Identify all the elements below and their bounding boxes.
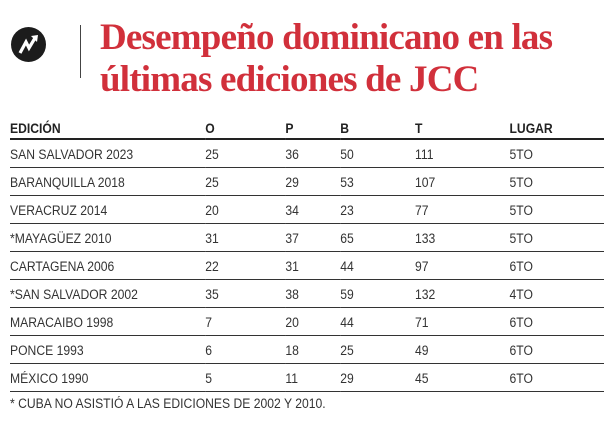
cell-t: 132	[415, 279, 510, 308]
column-header-b: B	[340, 118, 415, 140]
cell-b: 65	[340, 223, 415, 252]
cell-o: 25	[205, 139, 286, 168]
cell-p: 38	[285, 279, 341, 308]
cell-edicion: MARACAIBO 1998	[10, 307, 206, 336]
column-header-t: T	[415, 118, 510, 140]
results-table: EDICIÓN O P B T LUGAR SAN SALVADOR 2023 2…	[10, 118, 604, 392]
table-row: BARANQUILLA 2018 25 29 53 107 5TO	[10, 167, 604, 196]
cell-o: 20	[205, 195, 286, 224]
cell-b: 59	[340, 279, 415, 308]
cell-lugar: 5TO	[509, 223, 604, 252]
table-row: CARTAGENA 2006 22 31 44 97 6TO	[10, 251, 604, 280]
cell-lugar: 5TO	[509, 195, 604, 224]
table-row: *MAYAGÜEZ 2010 31 37 65 133 5TO	[10, 223, 604, 252]
cell-edicion: BARANQUILLA 2018	[10, 167, 206, 196]
cell-b: 23	[340, 195, 415, 224]
column-header-p: P	[285, 118, 341, 140]
table-row: MARACAIBO 1998 7 20 44 71 6TO	[10, 307, 604, 336]
cell-edicion: SAN SALVADOR 2023	[10, 139, 206, 168]
trend-arrow-icon	[11, 27, 46, 62]
cell-lugar: 6TO	[509, 335, 604, 364]
table-row: MÉXICO 1990 5 11 29 45 6TO	[10, 363, 604, 392]
cell-b: 53	[340, 167, 415, 196]
cell-p: 29	[285, 167, 341, 196]
cell-edicion: MÉXICO 1990	[10, 363, 206, 392]
cell-t: 97	[415, 251, 510, 280]
cell-edicion: *SAN SALVADOR 2002	[10, 279, 206, 308]
cell-edicion: VERACRUZ 2014	[10, 195, 206, 224]
cell-b: 50	[340, 139, 415, 168]
table-row: SAN SALVADOR 2023 25 36 50 111 5TO	[10, 139, 604, 168]
cell-edicion: *MAYAGÜEZ 2010	[10, 223, 206, 252]
cell-lugar: 5TO	[509, 167, 604, 196]
table-header-row: EDICIÓN O P B T LUGAR	[10, 118, 604, 140]
cell-lugar: 5TO	[509, 139, 604, 168]
cell-b: 25	[340, 335, 415, 364]
cell-p: 36	[285, 139, 341, 168]
cell-o: 31	[205, 223, 286, 252]
cell-t: 111	[415, 139, 510, 168]
cell-edicion: PONCE 1993	[10, 335, 206, 364]
cell-p: 20	[285, 307, 341, 336]
cell-p: 11	[285, 363, 341, 392]
cell-b: 44	[340, 251, 415, 280]
cell-t: 49	[415, 335, 510, 364]
cell-lugar: 6TO	[509, 251, 604, 280]
cell-edicion: CARTAGENA 2006	[10, 251, 206, 280]
cell-p: 34	[285, 195, 341, 224]
cell-t: 45	[415, 363, 510, 392]
cell-lugar: 4TO	[509, 279, 604, 308]
table-row: PONCE 1993 6 18 25 49 6TO	[10, 335, 604, 364]
cell-o: 35	[205, 279, 286, 308]
page-title: Desempeño dominicano en las últimas edic…	[100, 17, 553, 101]
cell-t: 133	[415, 223, 510, 252]
cell-t: 71	[415, 307, 510, 336]
cell-lugar: 6TO	[509, 363, 604, 392]
cell-o: 7	[205, 307, 286, 336]
cell-t: 77	[415, 195, 510, 224]
cell-o: 5	[205, 363, 286, 392]
title-line-2: últimas ediciones de JCC	[100, 59, 479, 100]
header-divider	[80, 25, 81, 78]
column-header-edicion: EDICIÓN	[10, 118, 206, 140]
table-row: VERACRUZ 2014 20 34 23 77 5TO	[10, 195, 604, 224]
column-header-o: O	[205, 118, 286, 140]
cell-p: 37	[285, 223, 341, 252]
footnote: * CUBA NO ASISTIÓ A LAS EDICIONES DE 200…	[10, 396, 326, 411]
cell-p: 31	[285, 251, 341, 280]
cell-lugar: 6TO	[509, 307, 604, 336]
cell-b: 29	[340, 363, 415, 392]
title-line-1: Desempeño dominicano en las	[100, 17, 553, 58]
table-row: *SAN SALVADOR 2002 35 38 59 132 4TO	[10, 279, 604, 308]
cell-b: 44	[340, 307, 415, 336]
cell-t: 107	[415, 167, 510, 196]
cell-o: 25	[205, 167, 286, 196]
cell-o: 22	[205, 251, 286, 280]
cell-o: 6	[205, 335, 286, 364]
column-header-lugar: LUGAR	[509, 118, 604, 140]
cell-p: 18	[285, 335, 341, 364]
